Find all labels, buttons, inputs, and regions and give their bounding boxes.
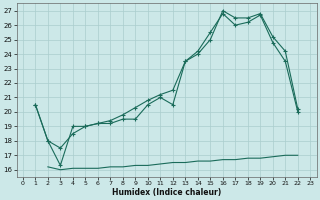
X-axis label: Humidex (Indice chaleur): Humidex (Indice chaleur) (112, 188, 221, 197)
